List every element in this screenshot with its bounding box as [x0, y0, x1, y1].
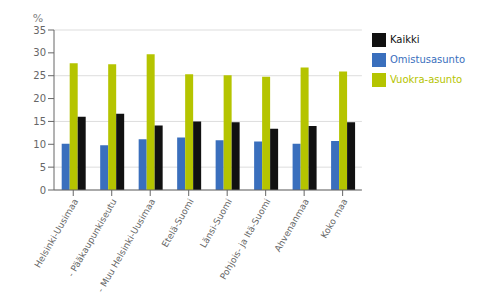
svg-text:20: 20	[33, 93, 46, 104]
svg-text:Etelä-Suomi: Etelä-Suomi	[160, 197, 196, 249]
svg-text:%: %	[33, 12, 43, 25]
svg-text:- Muu Helsinki-Uusimaa: - Muu Helsinki-Uusimaa	[94, 197, 157, 294]
svg-text:15: 15	[33, 116, 46, 127]
svg-text:Koko maa: Koko maa	[319, 197, 350, 240]
svg-text:- Pääkaupunkiseutu: - Pääkaupunkiseutu	[64, 197, 119, 282]
svg-text:25: 25	[33, 70, 46, 81]
svg-text:Länsi-Suomi: Länsi-Suomi	[198, 197, 234, 250]
svg-text:10: 10	[33, 139, 46, 150]
html-text:Omistusasunto: Omistusasunto	[389, 54, 465, 65]
svg-text:Pohjois- ja Itä-Suomi: Pohjois- ja Itä-Suomi	[218, 197, 272, 281]
svg-text:0: 0	[40, 185, 46, 196]
svg-text:Ahvenanmaa: Ahvenanmaa	[273, 197, 311, 253]
html-text:Vuokra-asunto: Vuokra-asunto	[389, 74, 463, 85]
svg-text:Helsinki-Uusimaa: Helsinki-Uusimaa	[33, 197, 81, 269]
html-text:Kaikki: Kaikki	[389, 34, 420, 45]
svg-text:30: 30	[33, 47, 46, 58]
svg-text:5: 5	[40, 162, 46, 173]
svg-text:35: 35	[33, 25, 46, 36]
